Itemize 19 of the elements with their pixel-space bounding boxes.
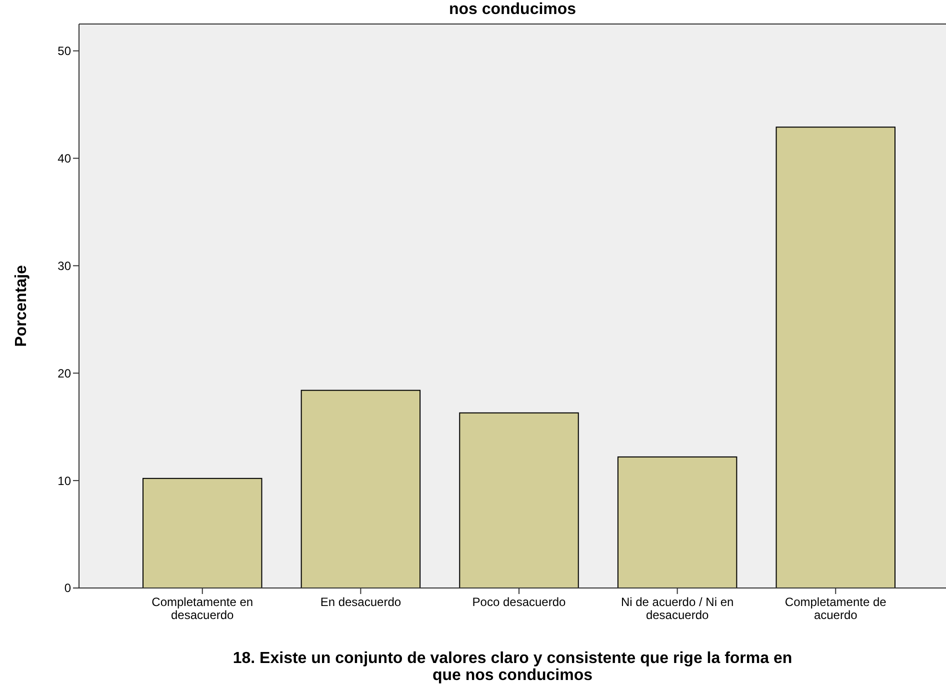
- y-tick-label: 20: [58, 366, 72, 380]
- chart-title: nos conducimos: [448, 1, 576, 18]
- y-tick-label: 50: [58, 44, 72, 58]
- x-tick-label: Ni de acuerdo / Ni en desacuerdo: [620, 595, 734, 622]
- x-axis-title: 18. Existe un conjunto de valores claro y consistente que rige la forma en que nos conducimos: [232, 650, 792, 684]
- bar: [142, 478, 262, 588]
- y-tick-label: 10: [58, 474, 72, 488]
- bar: [617, 456, 738, 588]
- y-tick-label: 30: [58, 258, 72, 273]
- y-axis-title: Porcentaje: [13, 264, 30, 347]
- bar: [776, 126, 896, 588]
- bar: [459, 412, 579, 588]
- y-tick-label: 0: [64, 581, 72, 596]
- x-tick-label: Completamente de acuerdo: [784, 595, 887, 622]
- x-tick-label: Poco desacuerdo: [472, 595, 566, 609]
- x-tick-label: Completamente en desacuerdo: [152, 595, 254, 622]
- y-tick-label: 40: [58, 151, 72, 166]
- bar: [300, 390, 421, 588]
- x-tick-label: En desacuerdo: [320, 595, 402, 609]
